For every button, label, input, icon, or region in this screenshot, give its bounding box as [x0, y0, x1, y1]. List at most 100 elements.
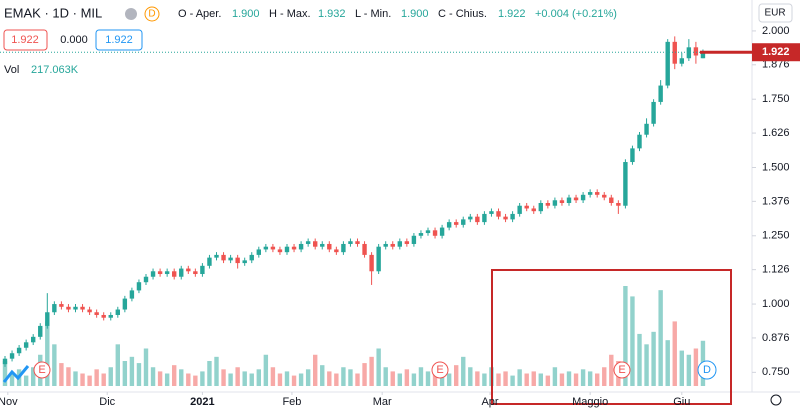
- candle-body: [355, 241, 360, 244]
- candle-body: [595, 192, 600, 195]
- volume-bar: [679, 350, 684, 386]
- candle-body: [651, 101, 656, 124]
- candle-body: [129, 290, 135, 299]
- candle-body: [270, 246, 276, 250]
- volume-bar: [383, 367, 388, 386]
- candle-body: [383, 243, 388, 247]
- volume-bar: [221, 369, 226, 386]
- candle-body: [672, 41, 677, 64]
- candle-body: [200, 265, 205, 275]
- volume-bar: [545, 375, 551, 386]
- volume-bar: [362, 363, 367, 386]
- volume-bar: [150, 367, 156, 386]
- candle-body: [700, 52, 706, 59]
- badge[interactable]: [144, 6, 160, 22]
- volume-bar: [475, 371, 480, 386]
- ask: 1.922: [105, 34, 133, 46]
- volume-bar: [256, 369, 261, 386]
- volume-bar: [693, 348, 699, 386]
- x-tick-label: Dic: [99, 396, 115, 408]
- candle-body: [637, 134, 642, 149]
- candle-body: [193, 271, 198, 275]
- candle-body: [517, 205, 522, 214]
- volume-bar: [214, 356, 219, 386]
- volume-bar: [45, 321, 50, 386]
- y-tick-label: 0.750: [762, 366, 790, 378]
- candle-body: [468, 216, 473, 220]
- volume-bar: [284, 371, 290, 386]
- eye-icon[interactable]: [125, 8, 137, 20]
- drawn-rectangle[interactable]: [491, 269, 732, 405]
- candle-body: [376, 246, 381, 272]
- candle-body: [298, 243, 304, 250]
- bid-box[interactable]: [3, 29, 48, 51]
- high-label: H - Max.: [269, 8, 311, 20]
- volume-bar: [31, 367, 36, 386]
- volume-bar: [186, 373, 191, 386]
- volume-bar: [376, 348, 381, 386]
- volume-bar: [644, 344, 649, 386]
- candle-body: [31, 336, 36, 343]
- candle-body: [9, 353, 15, 359]
- y-tick-label: 1.626: [762, 127, 790, 139]
- candle-body: [80, 306, 85, 310]
- candle-body: [305, 241, 311, 244]
- x-tick-label: Giu: [673, 396, 690, 408]
- y-tick-label: 1.500: [762, 161, 790, 173]
- volume-bar: [193, 375, 198, 386]
- candle-body: [179, 268, 184, 277]
- candle-body: [397, 241, 402, 247]
- low-label: L - Min.: [355, 8, 391, 20]
- candle-body: [122, 298, 128, 310]
- volume-bar: [390, 371, 395, 386]
- currency-box[interactable]: [758, 3, 793, 23]
- volume-bar: [496, 373, 501, 386]
- y-tick-label: 2.000: [762, 25, 790, 37]
- candle-body: [630, 148, 635, 163]
- candle-body: [362, 243, 367, 255]
- close-label: C - Chius.: [438, 8, 487, 20]
- candle-body: [101, 314, 106, 318]
- candle-body: [566, 197, 572, 203]
- candle-body: [524, 205, 529, 209]
- volume-bar: [143, 348, 149, 386]
- candle-body: [425, 230, 431, 234]
- volume-bar: [432, 373, 438, 386]
- volume-bar: [270, 367, 276, 386]
- candle-body: [475, 216, 480, 223]
- volume-bar: [305, 369, 311, 386]
- candle-body: [136, 282, 142, 291]
- candle-body: [496, 211, 501, 217]
- volume-bar: [2, 361, 8, 386]
- volume-bar: [538, 373, 543, 386]
- event-marker[interactable]: E: [613, 361, 631, 379]
- event-marker[interactable]: D: [697, 360, 717, 380]
- candle-body: [235, 257, 240, 264]
- volume-bar: [397, 373, 402, 386]
- candle-body: [291, 246, 297, 250]
- volume-bar: [298, 373, 304, 386]
- event-label: E: [436, 364, 443, 376]
- event-marker[interactable]: E: [431, 361, 449, 379]
- volume-bar: [517, 369, 522, 386]
- candle-body: [327, 243, 332, 250]
- volume-bar: [580, 369, 586, 386]
- volume-bar: [686, 354, 692, 386]
- volume-bar: [263, 354, 269, 386]
- candle-body: [665, 41, 670, 86]
- candle-body: [249, 254, 254, 261]
- volume-bar: [446, 373, 452, 386]
- volume-bar: [129, 356, 135, 386]
- candle-body: [623, 162, 628, 206]
- change: +0.004 (+0.21%): [535, 8, 617, 20]
- candle-body: [16, 347, 22, 354]
- ask-box[interactable]: [95, 29, 143, 51]
- candle-body: [580, 194, 586, 201]
- volume-value: 217.063K: [31, 64, 79, 76]
- settings-icon[interactable]: [770, 394, 782, 406]
- event-marker[interactable]: E: [33, 361, 51, 379]
- candle-body: [454, 222, 459, 225]
- candle-body: [214, 254, 219, 258]
- candle-body: [609, 197, 614, 203]
- y-tick-label: 1.000: [762, 298, 790, 310]
